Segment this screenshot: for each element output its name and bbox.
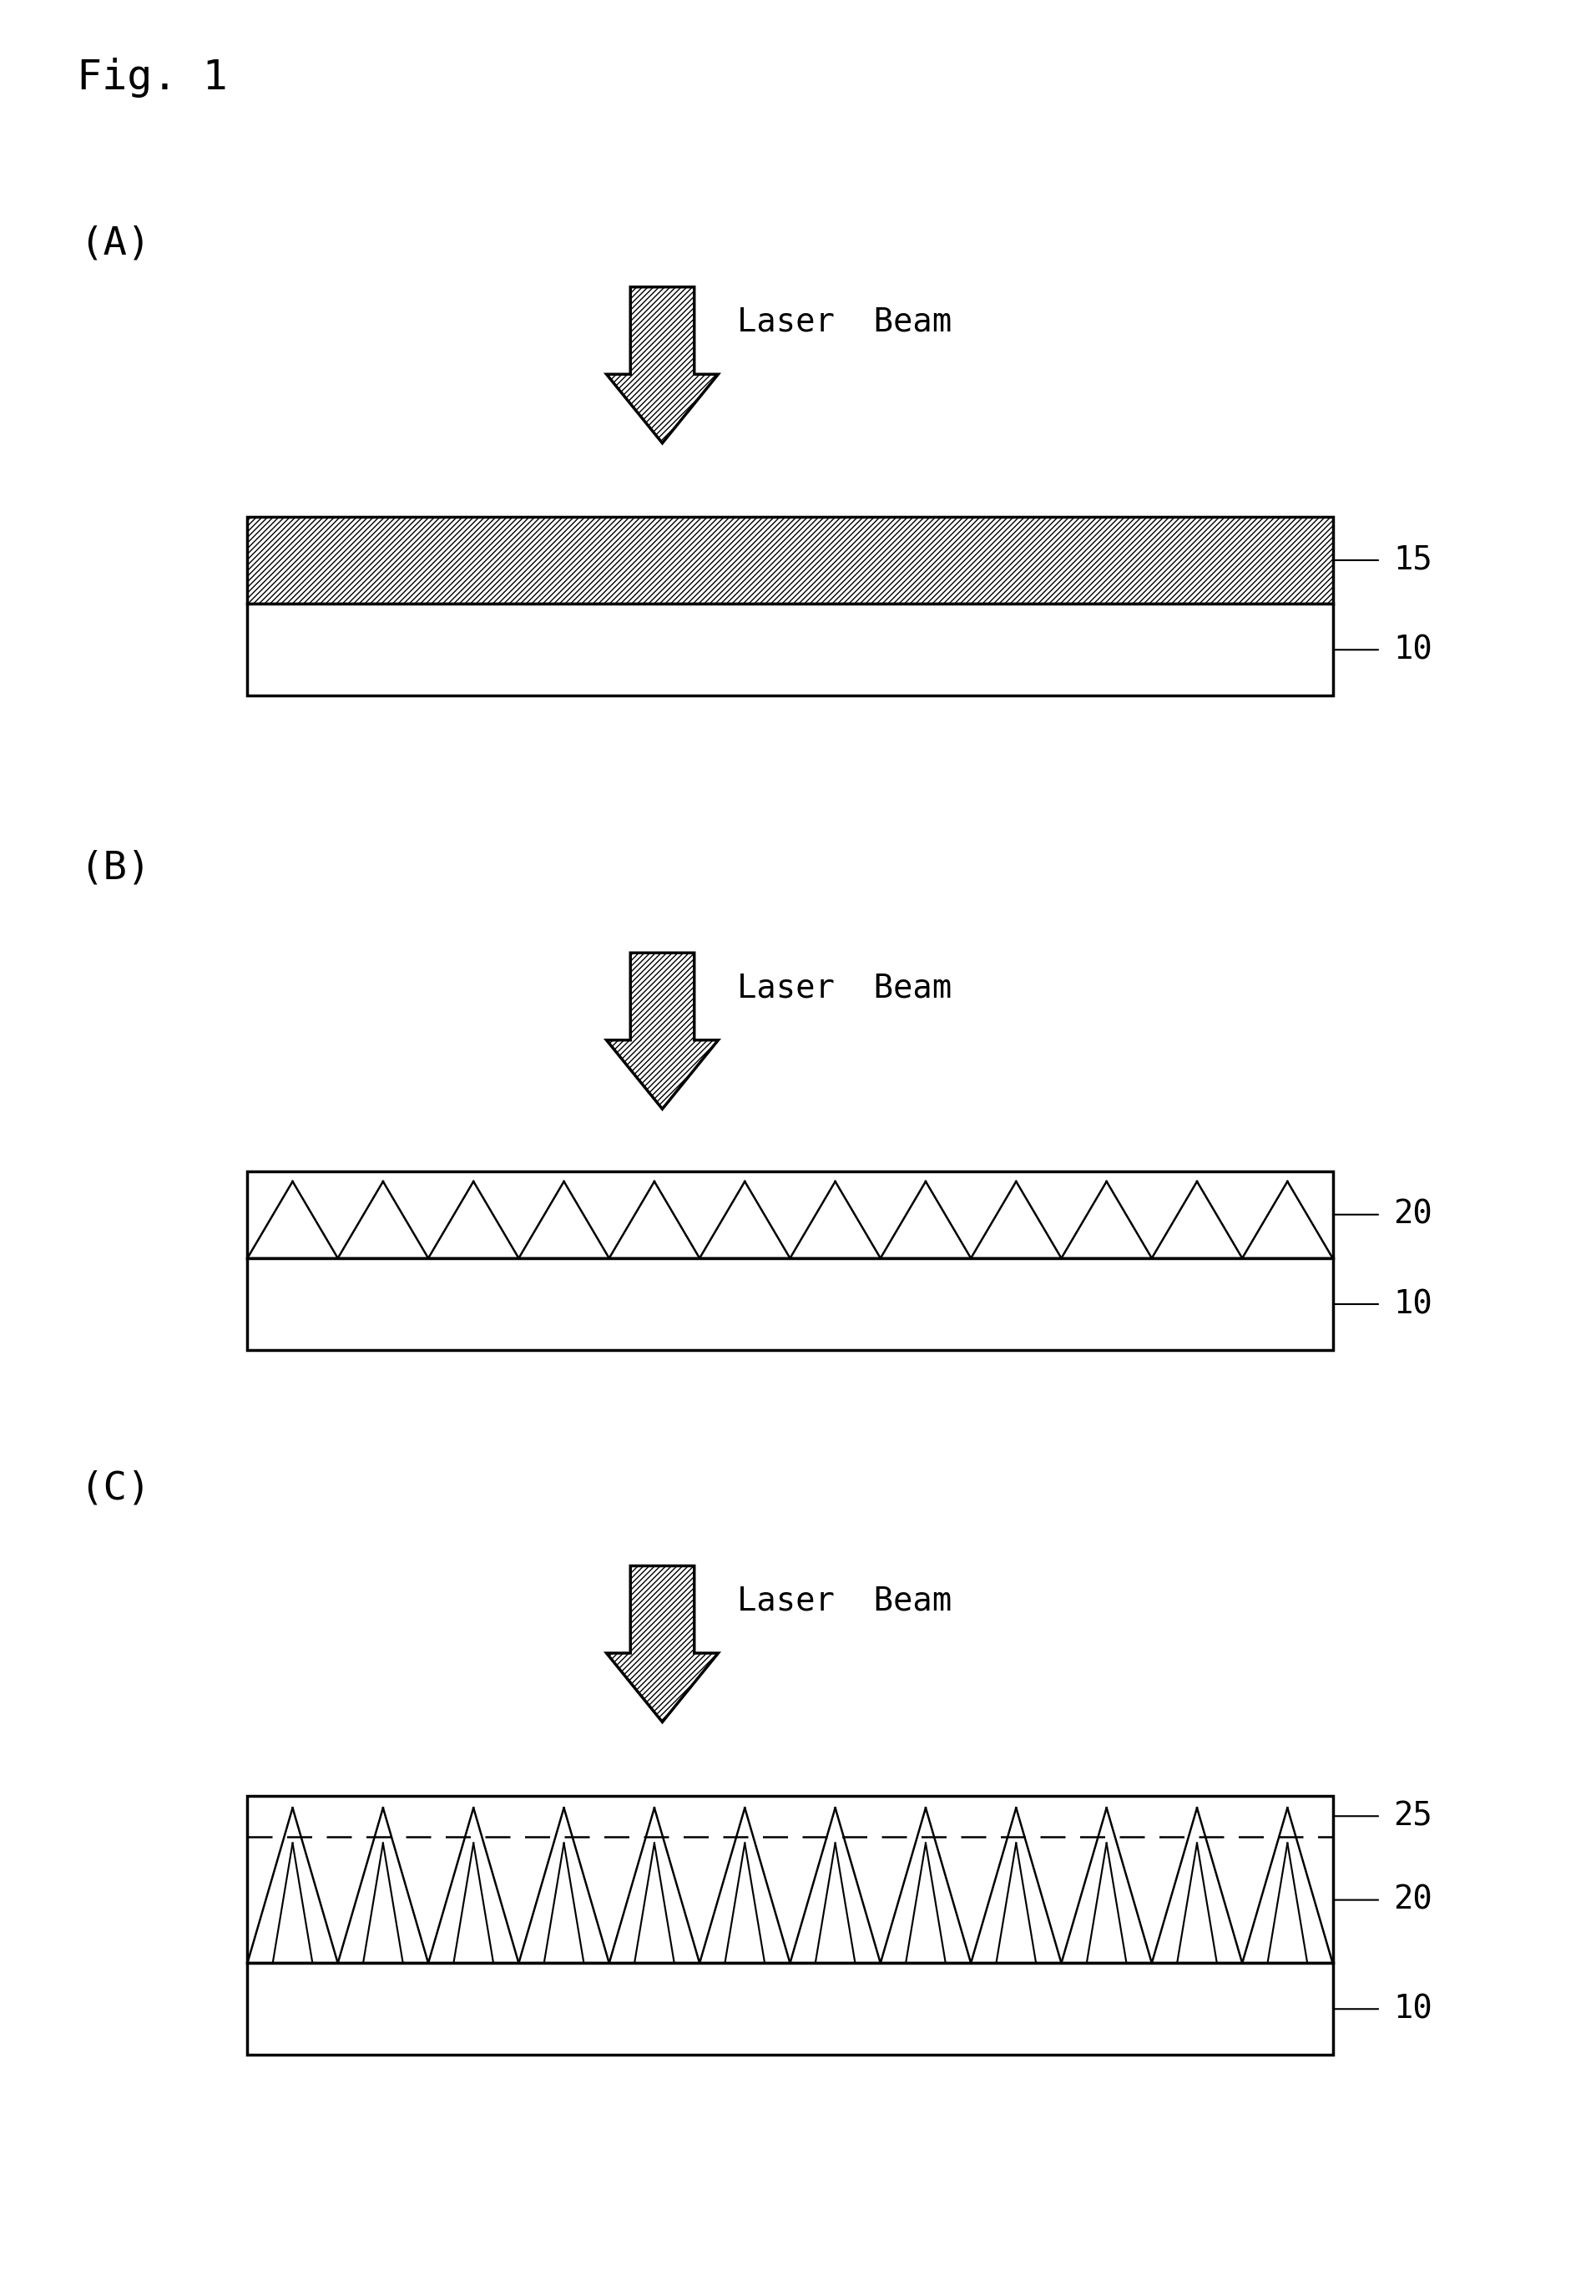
Text: (C): (C) xyxy=(80,1469,152,1506)
Text: 20: 20 xyxy=(1393,1885,1432,1915)
Bar xyxy=(247,604,1333,696)
Text: (A): (A) xyxy=(80,225,152,262)
Bar xyxy=(247,1258,1333,1350)
Text: Fig. 1: Fig. 1 xyxy=(77,57,228,96)
Text: 20: 20 xyxy=(1393,1199,1432,1231)
Text: Laser  Beam: Laser Beam xyxy=(737,305,951,338)
Text: (B): (B) xyxy=(80,850,152,886)
Polygon shape xyxy=(606,1566,718,1722)
Bar xyxy=(247,1963,1333,2055)
Text: 10: 10 xyxy=(1393,1288,1432,1320)
Text: Laser  Beam: Laser Beam xyxy=(737,971,951,1003)
Polygon shape xyxy=(606,287,718,443)
Text: Laser  Beam: Laser Beam xyxy=(737,1584,951,1616)
Bar xyxy=(247,1171,1333,1258)
Text: 15: 15 xyxy=(1393,544,1432,576)
Bar xyxy=(247,1795,1333,1963)
Text: 10: 10 xyxy=(1393,1993,1432,2025)
Polygon shape xyxy=(606,953,718,1109)
Bar xyxy=(247,517,1333,604)
Text: 10: 10 xyxy=(1393,634,1432,666)
Text: 25: 25 xyxy=(1393,1800,1432,1832)
